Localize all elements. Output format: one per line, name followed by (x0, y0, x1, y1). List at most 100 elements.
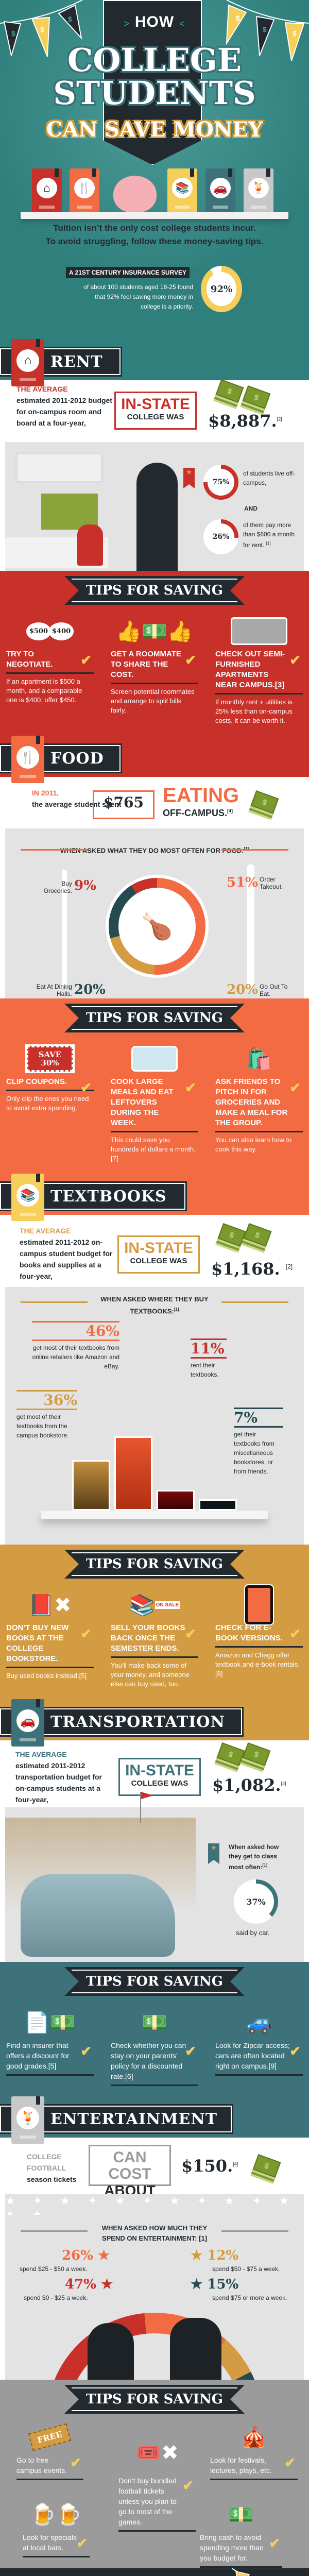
house-icon: ⌂ (11, 339, 44, 386)
food-question-ref: [1] (244, 846, 249, 851)
checkmark-icon: ✔ (80, 1080, 92, 1095)
campus-illustration: ★ When asked how they get to class most … (5, 1792, 304, 1962)
tip-festivals: 🎪 ✔ Look for festivals, lectures, plays,… (210, 2419, 298, 2480)
textbooks-question: WHEN ASKED WHERE THEY BUY TEXTBOOKS:[1] (5, 1294, 304, 1316)
arrow-left-icon (221, 849, 288, 851)
title-shield (103, 0, 202, 165)
food-value-dining-halls: 20% (74, 982, 106, 997)
shelf-board (41, 1511, 268, 1519)
textbooks-chart-panel: WHEN ASKED WHERE THEY BUY TEXTBOOKS:[1] … (5, 1287, 304, 1545)
bar-campus-bookstore (72, 1460, 110, 1511)
tip-body: Find an insurer that offers a discount f… (6, 2040, 94, 2076)
transportation-bracket-small: COLLEGE WAS (131, 1779, 188, 1788)
entertainment-value-0-25: 47% ★ (65, 2277, 113, 2292)
transportation-question-ref: [1] (262, 1863, 268, 1868)
textbooks-value-misc: 7% (234, 1408, 283, 1428)
fan-silhouette-icon (88, 2323, 134, 2380)
checkmark-icon: ✔ (185, 652, 196, 668)
coupon-text: SAVE 30% (25, 1044, 75, 1073)
entertainment-value-50-75: ★ 12% (191, 2248, 239, 2263)
tip-body: Look for specials at local bars. (23, 2532, 90, 2557)
textbooks-desc-online: get most of their textbooks from online … (32, 1344, 119, 1370)
fork-icon (62, 870, 67, 988)
transportation-book-icon: 🚗 (205, 168, 235, 213)
rent-tips-ribbon: TIPS FOR SAVING (64, 576, 245, 605)
textbooks-tips-ribbon: TIPS FOR SAVING (64, 1550, 245, 1579)
rent-donut-26: 26% (203, 519, 238, 554)
checkmark-icon: ✔ (80, 652, 92, 668)
svg-text:$: $ (263, 25, 267, 33)
handshake-money-icon: 👍💵👍 (116, 620, 193, 643)
tip-title: GET A ROOMMATE TO SHARE THE COST. (111, 649, 198, 684)
checkmark-icon: ✔ (289, 1626, 301, 1641)
football-tickets-icon: 🎟️✖ (135, 2441, 179, 2464)
transportation-question-text: When asked how they get to class most of… (229, 1843, 279, 1871)
transportation-lead-highlight: THE AVERAGE (15, 1750, 67, 1758)
checkmark-icon: ✔ (185, 2043, 196, 2059)
shelf-board (21, 212, 288, 219)
drink-icon: 🍹 (11, 2096, 44, 2144)
tip-pitch-in: 🛍️ ✔ ASK FRIENDS TO PITCH IN FOR GROCERI… (215, 1041, 303, 1163)
food-lead-text: the average student spent (32, 800, 122, 808)
rent-bracket-small: COLLEGE WAS (127, 413, 184, 421)
value-26: 26% (62, 2248, 93, 2263)
tip-roommate: 👍💵👍 ✔ GET A ROOMMATE TO SHARE THE COST. … (111, 613, 198, 725)
rent-tip-list: $500 $400 ✔ TRY TO NEGOTIATE. If an apart… (0, 605, 309, 736)
rent-bracket: IN-STATE COLLEGE WAS (114, 392, 197, 430)
rent-percent-75: 75% (208, 469, 234, 496)
bulletin-board-icon (41, 494, 98, 530)
textbooks-bracket-big: IN-STATE (124, 1240, 193, 1257)
textbooks-amount: $1,168. [2] (211, 1259, 293, 1279)
rent-stat-ref: [1] (266, 541, 271, 546)
checkmark-icon: ✔ (182, 2478, 194, 2493)
books-on-sale-icon: 📚 ON SALE (129, 1594, 180, 1617)
free-tag-text: FREE (28, 2423, 72, 2451)
transportation-bracket: IN-STATE COLLEGE WAS (118, 1758, 201, 1796)
rent-book-icon: ⌂ (32, 168, 62, 213)
cash-stack-icon: $ (242, 1742, 271, 1767)
transportation-bracket-big: IN-STATE (125, 1762, 194, 1779)
tip-title: TRY TO NEGOTIATE. (6, 649, 94, 674)
rent-lead-highlight: THE AVERAGE (16, 385, 68, 393)
beer-mugs-icon: 🍺🍺 (30, 2503, 82, 2526)
textbooks-amount-value: $1,168. (211, 1259, 280, 1279)
car-icon: 🚗 (11, 1699, 44, 1747)
tip-body: If monthly rent + utilities is 25% less … (215, 698, 293, 724)
intro-line-1: Tuition isn’t the only cost college stud… (53, 223, 256, 233)
tip-body: Bring cash to avoid spending more than y… (200, 2532, 282, 2568)
tip-negotiate: $500 $400 ✔ TRY TO NEGOTIATE. If an apart… (6, 613, 94, 725)
entertainment-amount-ref: [4] (233, 2161, 238, 2167)
entertainment-lead-highlight: COLLEGE FOOTBALL (27, 2153, 66, 2172)
food-tip-list: SAVE 30% ✔ CLIP COUPONS. Only clip the o… (0, 1032, 309, 1174)
survey-tag: A 21ST CENTURY INSURANCE SURVEY (66, 267, 190, 278)
arrow-right-icon (21, 1301, 88, 1303)
tip-body: Only clip the ones you need to avoid ext… (6, 1095, 89, 1112)
piggy-bank-icon (113, 176, 157, 213)
svg-text:$: $ (40, 25, 44, 33)
on-sale-sign: ON SALE (154, 1601, 180, 1609)
tip-title: DON’T BUY NEW BOOKS AT THE COLLEGE BOOKS… (6, 1623, 94, 1668)
flagpole-icon (140, 1792, 141, 1823)
rent-header: ⌂ RENT (0, 339, 309, 386)
entertainment-tips-ribbon: TIPS FOR SAVING (64, 2385, 245, 2414)
tip-bar-specials: 🍺🍺 ✔ Look for specials at local bars. (23, 2496, 90, 2557)
textbooks-lead-highlight: THE AVERAGE (20, 1227, 71, 1235)
food-amount: $765 (104, 794, 144, 811)
intro-text: Tuition isn’t the only cost college stud… (0, 222, 309, 248)
zipcar-icon: 🚙 (246, 2011, 272, 2034)
transportation-header: 🚗 TRANSPORTATION (0, 1699, 309, 1747)
checkmark-icon: ✔ (185, 1080, 196, 1095)
report-card-discount-icon: 📄💵 (24, 2011, 76, 2034)
tip-cook-large-meals: ✔ COOK LARGE MEALS AND EAT LEFTOVERS DUR… (111, 1041, 198, 1163)
food-question-text: WHEN ASKED WHAT THEY DO MOST OFTEN FOR F… (60, 846, 244, 855)
food-value-takeout: 51% (227, 875, 258, 890)
food-plate-donut: 🍗 (106, 875, 209, 978)
bookshelf-icon (15, 452, 103, 483)
dorm-room-illustration: ★ 75% of students live off-campus, AND 2… (5, 442, 304, 571)
sources-section: SOURCES [1] http://www.instant.ly/report… (0, 2568, 309, 2576)
textbooks-value-rent: 11% (191, 1338, 227, 1359)
textbooks-tip-list: 📕✖ ✔ DON’T BUY NEW BOOKS AT THE COLLEGE … (0, 1579, 309, 1699)
tip-title: CLIP COUPONS. (6, 1077, 94, 1091)
free-tag-icon: FREE (16, 2419, 83, 2455)
tip-title: COOK LARGE MEALS AND EAT LEFTOVERS DURIN… (111, 1077, 198, 1132)
